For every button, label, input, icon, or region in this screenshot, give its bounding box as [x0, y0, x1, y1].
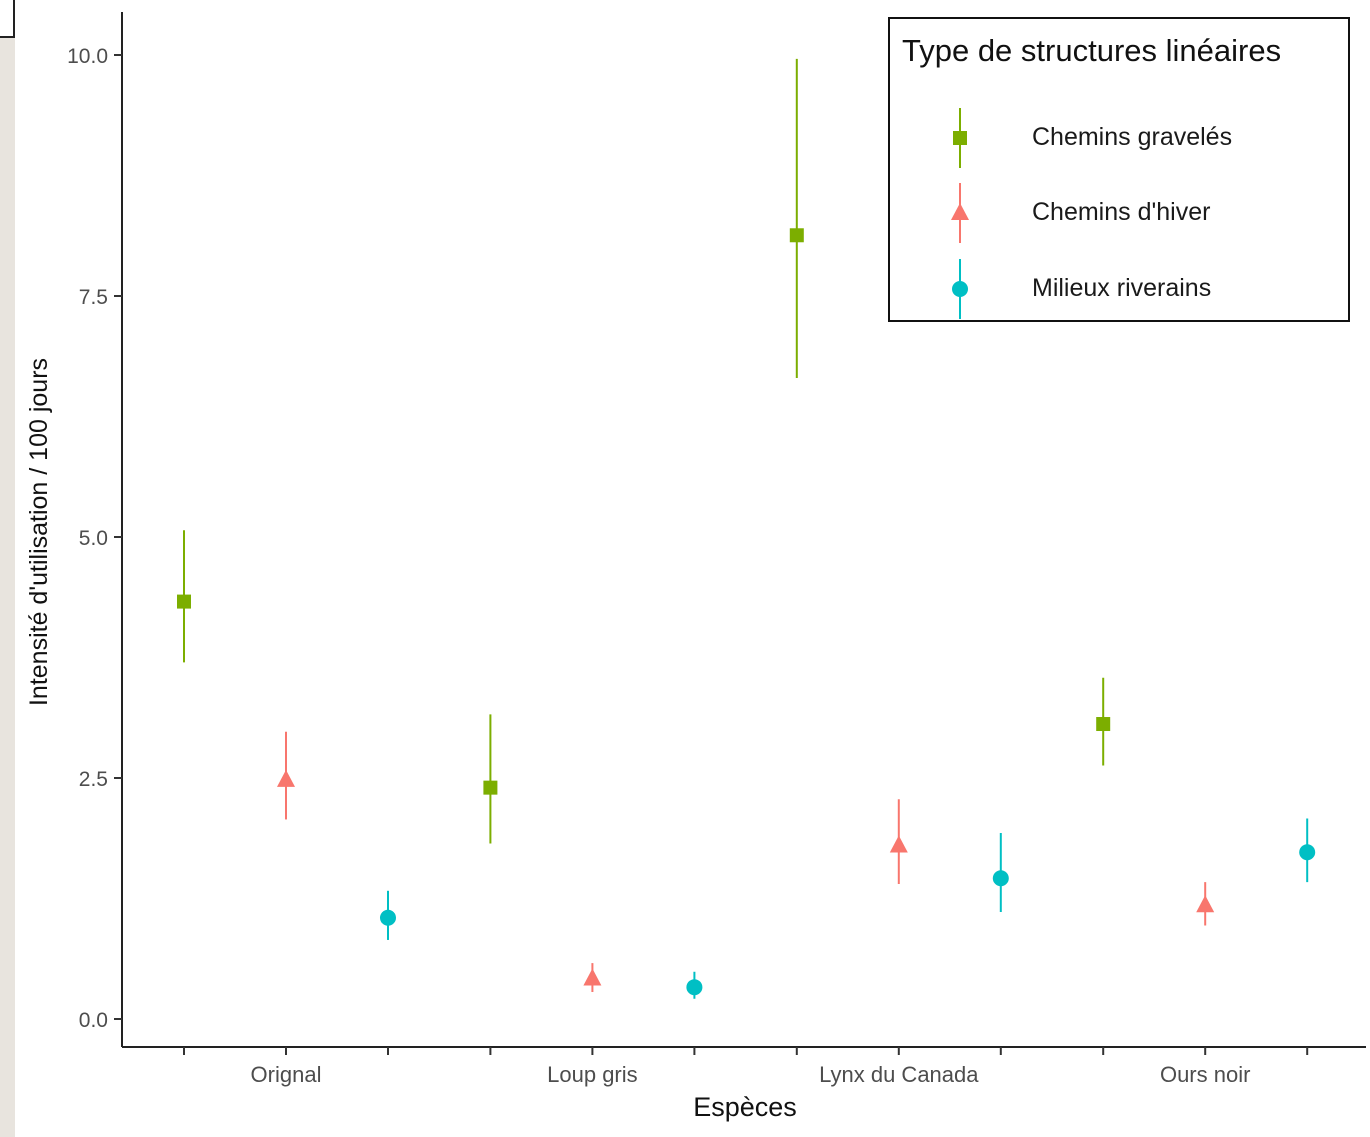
y-tick-label: 0.0 — [79, 1009, 108, 1032]
legend-item-chemins-hiver: Chemins d'hiver — [890, 183, 1348, 243]
x-axis-label: Espèces — [693, 1092, 797, 1122]
x-tick-label: Ours noir — [1160, 1062, 1250, 1087]
legend: Type de structures linéaires Chemins gra… — [888, 17, 1350, 322]
data-point — [177, 594, 191, 609]
data-point — [483, 780, 498, 795]
legend-key-marker — [953, 131, 967, 145]
window-edge-strip — [0, 0, 15, 1137]
data-point — [992, 870, 1009, 887]
data-point — [1196, 895, 1215, 913]
legend-label: Milieux riverains — [1032, 274, 1212, 302]
legend-label: Chemins d'hiver — [1032, 198, 1211, 226]
data-point — [789, 228, 804, 243]
legend-triangle-icon — [951, 183, 969, 243]
window-edge-notch — [0, 0, 15, 38]
x-tick-label: Orignal — [251, 1062, 322, 1087]
legend-item-chemins-graveles: Chemins gravelés — [890, 108, 1348, 168]
legend-item-milieux-riverains: Milieux riverains — [890, 259, 1348, 319]
legend-label: Chemins gravelés — [1032, 123, 1233, 151]
y-axis-label: Intensité d'utilisation / 100 jours — [25, 358, 53, 706]
y-tick-label: 10.0 — [67, 45, 108, 68]
data-point — [1299, 844, 1316, 861]
x-tick-label: Loup gris — [547, 1062, 638, 1087]
data-marks — [177, 58, 1316, 999]
legend-circle-icon — [952, 259, 968, 319]
legend-key-marker — [952, 281, 968, 297]
data-point — [277, 769, 295, 787]
axes: 0.0 2.5 5.0 7.5 10.0 Orignal Loup gris Lynx du … — [67, 12, 1366, 1087]
y-tick-label: 2.5 — [79, 768, 108, 791]
legend-square-icon — [953, 108, 967, 168]
x-tick-label: Lynx du Canada — [819, 1062, 979, 1087]
legend-key-marker — [951, 203, 969, 220]
y-tick-label: 7.5 — [79, 286, 108, 309]
data-point — [686, 979, 703, 996]
data-point — [380, 909, 396, 926]
data-point — [583, 968, 602, 986]
legend-title: Type de structures linéaires — [902, 33, 1282, 68]
data-point — [1096, 717, 1111, 732]
data-point — [889, 835, 908, 853]
y-tick-label: 5.0 — [79, 527, 108, 550]
